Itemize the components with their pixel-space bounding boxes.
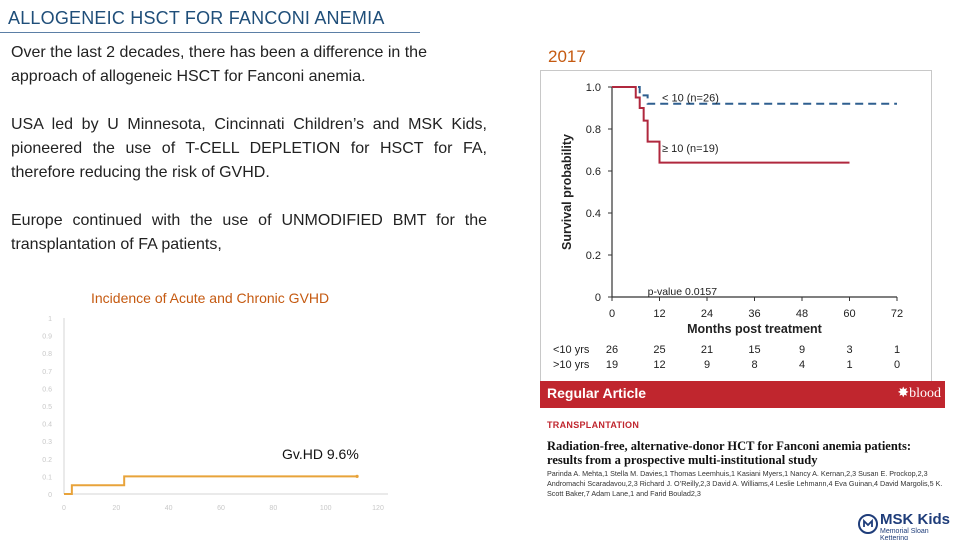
risk-table-row-label: >10 yrs — [553, 359, 590, 371]
survival-x-tick-label: 48 — [796, 308, 808, 320]
survival-y-tick-label: 0 — [595, 292, 601, 304]
survival-x-axis-label: Months post treatment — [687, 322, 823, 336]
blood-journal-logo: ✸blood — [897, 386, 941, 401]
blood-logo-text: blood — [909, 386, 941, 401]
survival-curve-under-10 — [612, 86, 897, 105]
survival-y-tick-label: 0.4 — [586, 208, 601, 220]
survival-y-tick-label: 1.0 — [586, 82, 601, 94]
gvhd-y-tick-label: 0 — [48, 492, 52, 499]
paper-title: Radiation-free, alternative-donor HCT fo… — [547, 439, 911, 467]
gvhd-y-tick-label: 0.6 — [42, 386, 52, 393]
risk-table-cell: 9 — [704, 359, 710, 371]
article-type-label: Regular Article — [547, 385, 647, 401]
gvhd-y-tick-label: 0.1 — [42, 474, 52, 481]
survival-x-tick-label: 24 — [701, 308, 713, 320]
risk-table-cell: 0 — [894, 359, 900, 371]
gvhd-y-tick-label: 0.2 — [42, 457, 52, 464]
risk-table-cell: 19 — [606, 359, 618, 371]
gvhd-y-tick-label: 1 — [48, 316, 52, 323]
gvhd-chart-title: Incidence of Acute and Chronic GVHD — [91, 290, 330, 306]
gvhd-x-tick-label: 60 — [217, 505, 225, 512]
article-banner: Regular Article ✸blood — [540, 381, 945, 408]
risk-table-cell: 4 — [799, 359, 805, 371]
risk-table-cell: 21 — [701, 344, 713, 356]
slide-title: ALLOGENEIC HSCT FOR FANCONI ANEMIA — [8, 8, 385, 28]
gvhd-y-tick-label: 0.8 — [42, 351, 52, 358]
survival-x-tick-label: 36 — [748, 308, 760, 320]
msk-logo-subtitle: Memorial Sloan Kettering — [880, 528, 929, 540]
gvhd-x-tick-label: 40 — [165, 505, 173, 512]
gvhd-y-tick-label: 0.5 — [42, 404, 52, 411]
survival-pvalue-label: p-value 0.0157 — [648, 286, 718, 298]
paragraph-1: Over the last 2 decades, there has been … — [11, 44, 427, 85]
survival-y-axis-label: Survival probability — [560, 134, 574, 250]
risk-table-row-label: <10 yrs — [553, 344, 590, 356]
publication-year: 2017 — [548, 47, 586, 66]
gvhd-chart-svg: 0 0.1 0.2 0.3 0.4 0.5 0.6 0.7 0.8 0.9 1 0 20 40 60 80 10… — [42, 316, 388, 512]
risk-table-cell: 1 — [846, 359, 852, 371]
risk-table-cell: 15 — [748, 344, 760, 356]
gvhd-x-tick-label: 80 — [269, 505, 277, 512]
title-underline — [0, 32, 420, 33]
risk-table-cell: 8 — [751, 359, 757, 371]
gvhd-x-tick-label: 120 — [372, 505, 384, 512]
survival-chart: 0 0.2 0.4 0.6 0.8 1.0 0 12 24 36 48 60 72 Months post… — [540, 70, 932, 382]
risk-table-cell: 25 — [653, 344, 665, 356]
survival-y-tick-label: 0.2 — [586, 250, 601, 262]
survival-x-tick-label: 72 — [891, 308, 903, 320]
msk-logo-name: MSK Kids — [880, 511, 951, 528]
gvhd-annotation: Gv.HD 9.6% — [282, 446, 359, 462]
gvhd-y-tick-label: 0.4 — [42, 422, 52, 429]
gvhd-y-tick-label: 0.3 — [42, 439, 52, 446]
gvhd-end-point — [355, 474, 359, 478]
gvhd-y-tick-label: 0.7 — [42, 369, 52, 376]
article-section: TRANSPLANTATION — [547, 420, 640, 430]
msk-kids-logo: MSK Kids Memorial Sloan Kettering — [858, 511, 958, 540]
paragraph-2: USA led by U Minnesota, Cincinnati Child… — [11, 116, 487, 181]
survival-x-tick-label: 12 — [653, 308, 665, 320]
msk-emblem-icon — [858, 514, 878, 534]
risk-table-cell: 9 — [799, 344, 805, 356]
survival-x-tick-label: 60 — [843, 308, 855, 320]
gvhd-chart: 0 0.1 0.2 0.3 0.4 0.5 0.6 0.7 0.8 0.9 1 0 20 40 60 80 10… — [30, 286, 410, 516]
risk-table-cell: 3 — [846, 344, 852, 356]
survival-y-tick-label: 0.6 — [586, 166, 601, 178]
paragraph-3: Europe continued with the use of UNMODIF… — [11, 212, 487, 253]
risk-table-cell: 12 — [653, 359, 665, 371]
gvhd-x-tick-label: 100 — [320, 505, 332, 512]
gvhd-x-tick-label: 0 — [62, 505, 66, 512]
gvhd-incidence-line — [64, 475, 358, 495]
survival-series-label: < 10 (n=26) — [662, 93, 719, 105]
risk-table-cell: 26 — [606, 344, 618, 356]
gvhd-x-tick-label: 20 — [112, 505, 120, 512]
gvhd-y-tick-label: 0.9 — [42, 334, 52, 341]
survival-y-tick-label: 0.8 — [586, 124, 601, 136]
survival-series-label: ≥ 10 (n=19) — [662, 143, 719, 155]
survival-curve-over-10 — [612, 86, 850, 164]
paper-authors: Parinda A. Mehta,1 Stella M. Davies,1 Th… — [547, 469, 943, 498]
survival-x-tick-label: 0 — [609, 308, 615, 320]
risk-table-cell: 1 — [894, 344, 900, 356]
